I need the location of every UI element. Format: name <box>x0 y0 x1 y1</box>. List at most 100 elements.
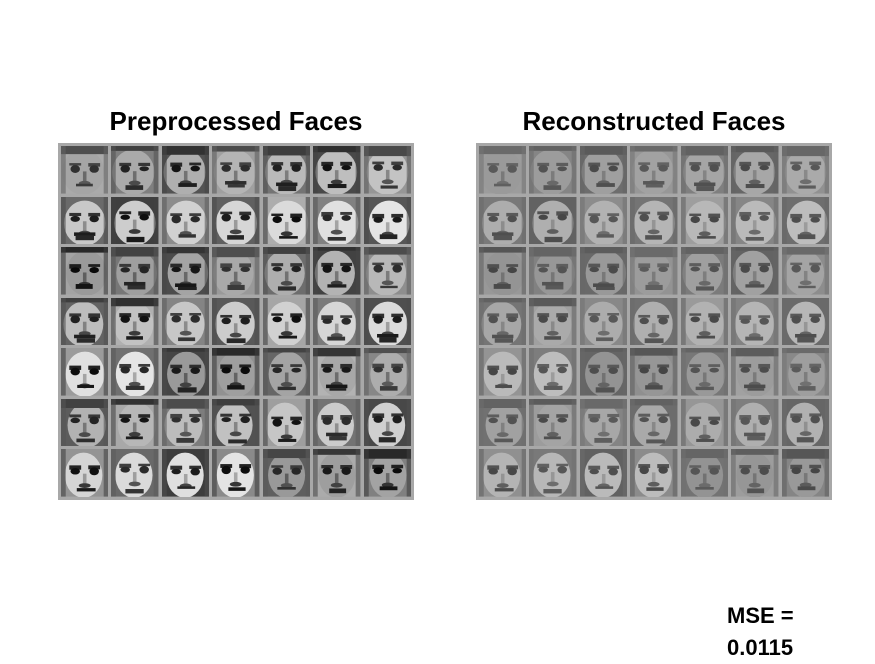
face-thumbnail <box>731 348 779 396</box>
face-thumbnail <box>479 449 527 497</box>
face-thumbnail <box>579 297 628 346</box>
face-thumbnail <box>781 449 829 497</box>
face-thumbnail <box>313 297 361 346</box>
face-thumbnail <box>161 146 210 194</box>
face-thumbnail <box>680 348 729 396</box>
face-thumbnail <box>579 146 628 194</box>
face-thumbnail <box>212 297 260 346</box>
face-thumbnail <box>680 449 729 497</box>
face-thumbnail <box>363 398 411 447</box>
face-thumbnail <box>680 247 729 295</box>
face-thumbnail <box>212 398 260 447</box>
face-thumbnail <box>731 449 779 497</box>
face-thumbnail <box>61 449 109 497</box>
face-thumbnail <box>111 398 159 447</box>
face-thumbnail <box>479 247 527 295</box>
face-thumbnail <box>212 449 260 497</box>
face-thumbnail <box>529 196 577 245</box>
face-thumbnail <box>680 196 729 245</box>
face-thumbnail <box>529 449 577 497</box>
face-thumbnail <box>363 247 411 295</box>
face-thumbnail <box>363 297 411 346</box>
face-thumbnail <box>731 196 779 245</box>
face-thumbnail <box>61 297 109 346</box>
face-thumbnail <box>111 247 159 295</box>
face-thumbnail <box>630 247 678 295</box>
face-thumbnail <box>212 247 260 295</box>
face-thumbnail <box>111 297 159 346</box>
face-thumbnail <box>262 247 311 295</box>
face-thumbnail <box>529 297 577 346</box>
face-thumbnail <box>111 146 159 194</box>
face-thumbnail <box>161 297 210 346</box>
mse-value: 0.0115 <box>727 635 794 660</box>
face-thumbnail <box>731 398 779 447</box>
face-thumbnail <box>579 398 628 447</box>
face-thumbnail <box>579 196 628 245</box>
face-thumbnail <box>161 449 210 497</box>
face-thumbnail <box>479 398 527 447</box>
face-thumbnail <box>630 398 678 447</box>
face-thumbnail <box>630 297 678 346</box>
face-thumbnail <box>262 449 311 497</box>
face-thumbnail <box>680 146 729 194</box>
face-thumbnail <box>111 196 159 245</box>
face-thumbnail <box>111 348 159 396</box>
face-thumbnail <box>529 146 577 194</box>
face-thumbnail <box>529 348 577 396</box>
reconstructed-faces-title: Reconstructed Faces <box>522 106 786 136</box>
face-thumbnail <box>363 146 411 194</box>
face-thumbnail <box>313 449 361 497</box>
face-thumbnail <box>579 449 628 497</box>
face-thumbnail <box>731 146 779 194</box>
face-thumbnail <box>313 348 361 396</box>
face-thumbnail <box>630 146 678 194</box>
face-thumbnail <box>731 297 779 346</box>
face-thumbnail <box>262 398 311 447</box>
face-thumbnail <box>479 297 527 346</box>
face-thumbnail <box>363 196 411 245</box>
face-thumbnail <box>212 196 260 245</box>
face-thumbnail <box>680 398 729 447</box>
face-thumbnail <box>579 348 628 396</box>
face-thumbnail <box>781 196 829 245</box>
face-thumbnail <box>212 348 260 396</box>
face-thumbnail <box>781 146 829 194</box>
face-thumbnail <box>781 398 829 447</box>
face-thumbnail <box>731 247 779 295</box>
face-thumbnail <box>161 196 210 245</box>
face-thumbnail <box>529 247 577 295</box>
face-thumbnail <box>313 146 361 194</box>
face-thumbnail <box>479 146 527 194</box>
face-thumbnail <box>479 196 527 245</box>
face-thumbnail <box>781 297 829 346</box>
face-thumbnail <box>363 449 411 497</box>
face-thumbnail <box>161 247 210 295</box>
face-thumbnail <box>479 348 527 396</box>
face-thumbnail <box>363 348 411 396</box>
face-thumbnail <box>313 247 361 295</box>
face-thumbnail <box>161 398 210 447</box>
face-thumbnail <box>262 146 311 194</box>
face-thumbnail <box>313 398 361 447</box>
face-thumbnail <box>61 196 109 245</box>
face-thumbnail <box>529 398 577 447</box>
face-thumbnail <box>111 449 159 497</box>
mse-readout: MSE = 0.0115 <box>727 600 794 664</box>
mse-label: MSE = <box>727 603 794 628</box>
face-thumbnail <box>630 449 678 497</box>
face-thumbnail <box>680 297 729 346</box>
preprocessed-faces-grid <box>58 143 414 500</box>
face-thumbnail <box>262 297 311 346</box>
face-thumbnail <box>61 146 109 194</box>
face-thumbnail <box>262 348 311 396</box>
face-thumbnail <box>630 196 678 245</box>
face-thumbnail <box>579 247 628 295</box>
face-thumbnail <box>61 247 109 295</box>
face-thumbnail <box>61 348 109 396</box>
face-thumbnail <box>161 348 210 396</box>
face-thumbnail <box>313 196 361 245</box>
face-thumbnail <box>781 348 829 396</box>
face-thumbnail <box>630 348 678 396</box>
face-thumbnail <box>781 247 829 295</box>
